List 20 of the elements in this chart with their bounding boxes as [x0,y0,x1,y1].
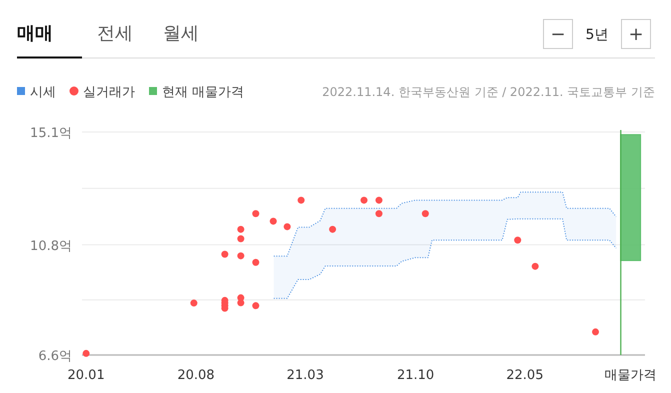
text: 매매 [17,23,53,44]
text: 전세 [97,23,133,44]
y-tick-label: 10.8억 [30,238,72,254]
text: − [550,24,566,45]
legend-label: 실거래가 [83,85,135,100]
legend-시세: 시세 [17,85,56,100]
text: + [628,24,644,45]
x-tick-label: 20.08 [177,368,215,383]
x-tick-label: 22.05 [506,368,544,383]
x-tick-label: 21.10 [396,368,434,383]
y-tick-label: 6.6억 [38,349,72,364]
x-tick-label: 20.01 [68,368,105,383]
legend-label: 시세 [30,85,56,100]
text: 2022.11.14. 한국부동산원 기준 / 2022.11. 국토교통부 기준 [322,85,655,99]
y-tick-label: 15.1억 [30,126,72,141]
legend-실거래가: 실거래가 [70,85,135,100]
x-tick-label: 매물가격 [604,368,657,383]
x-tick-label: 21.03 [286,368,324,383]
text: 5년 [586,27,608,43]
text: 월세 [163,23,199,44]
